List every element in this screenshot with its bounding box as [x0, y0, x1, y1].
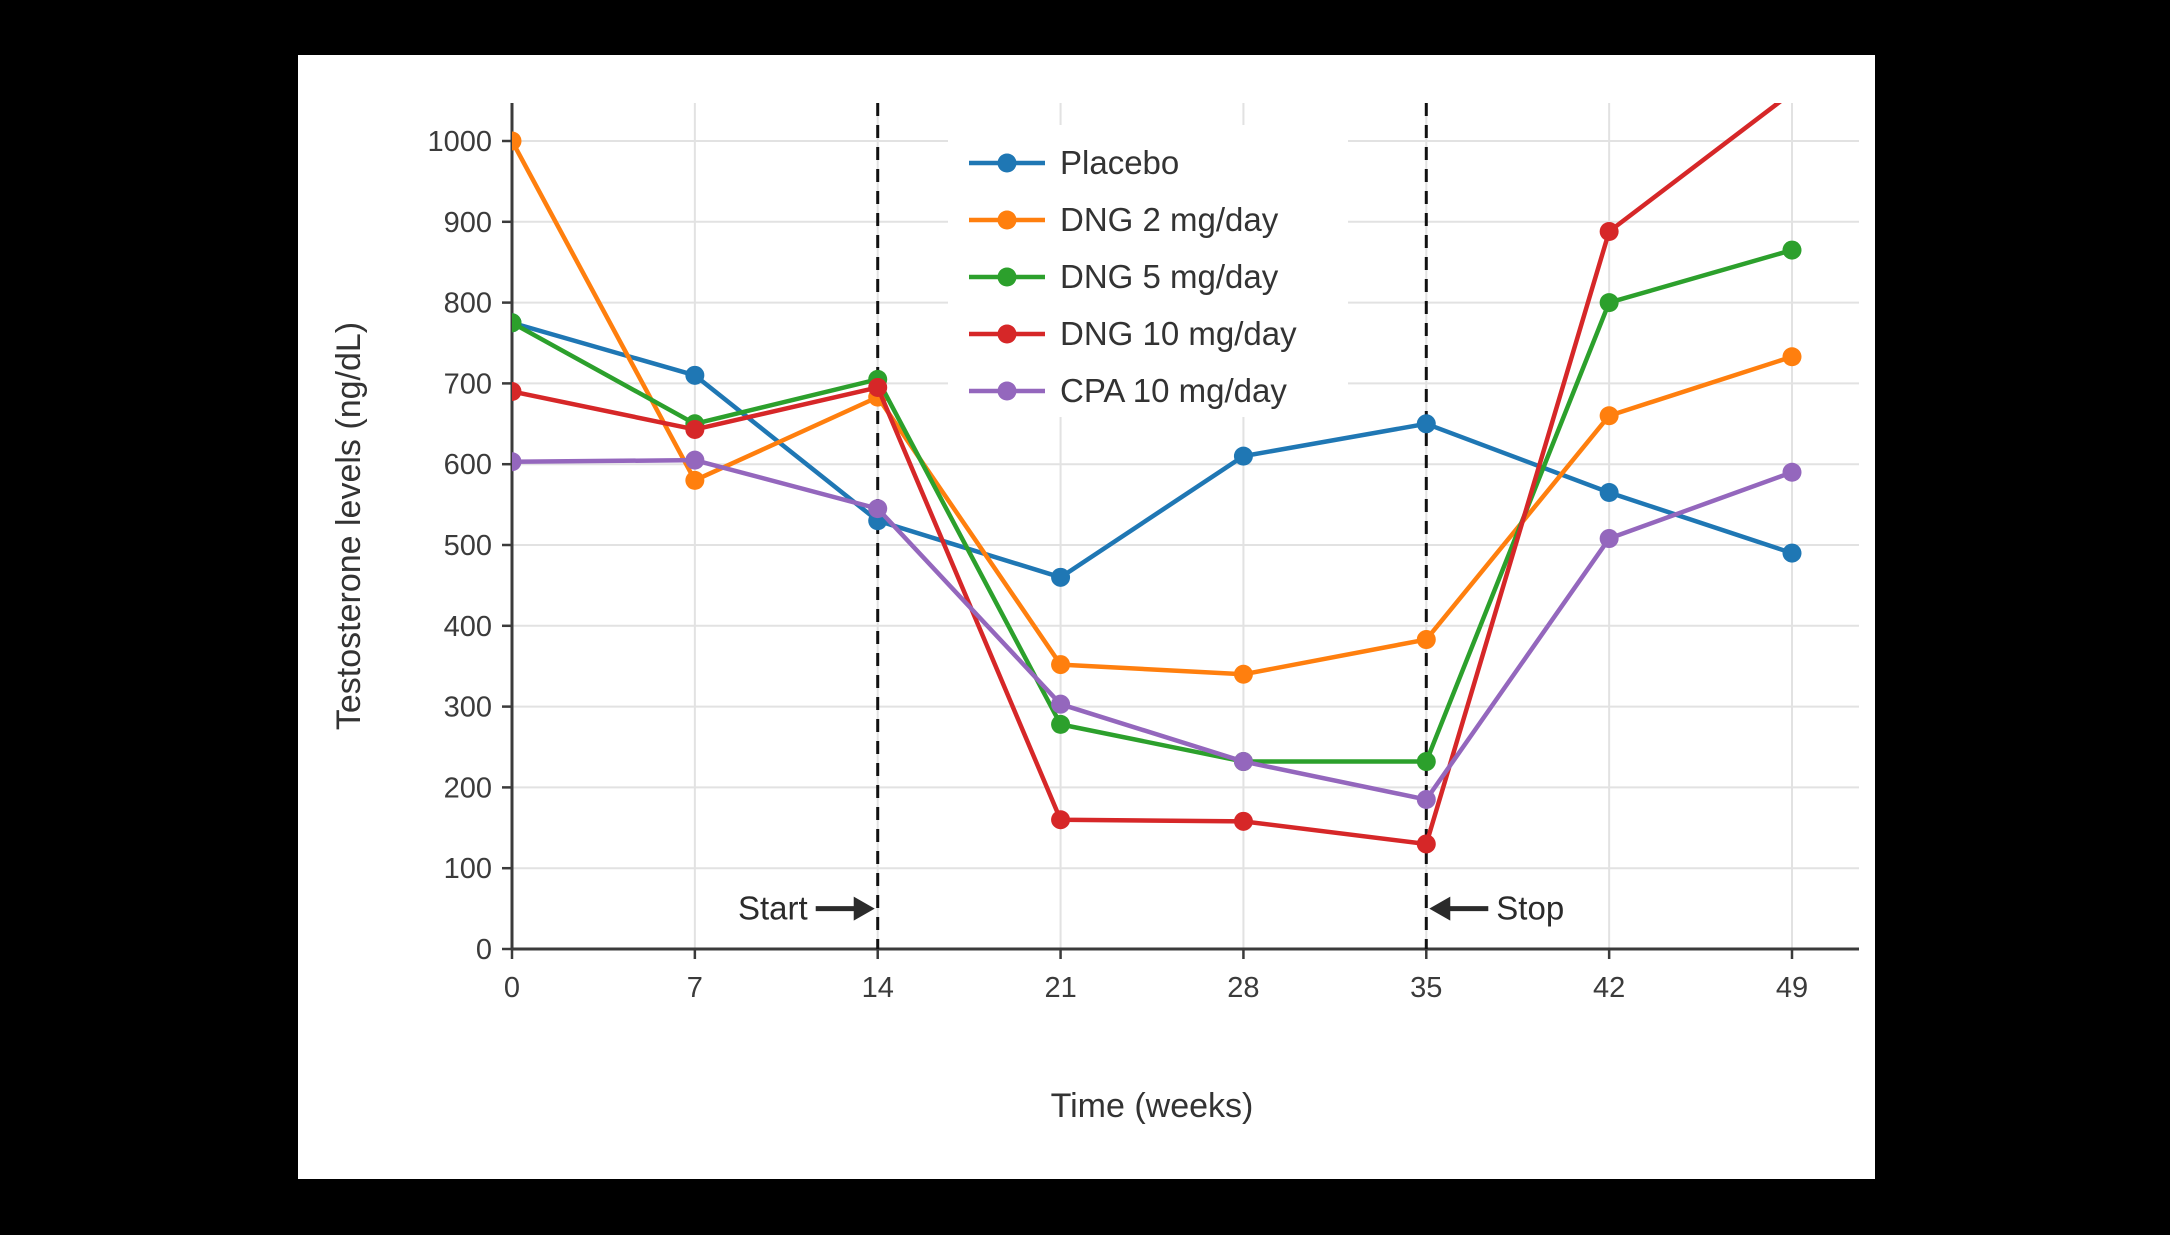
legend-item-dng-10-mg-day[interactable]: DNG 10 mg/day [969, 315, 1297, 352]
x-tick-label: 49 [1776, 972, 1808, 1004]
x-tick-label: 7 [687, 972, 703, 1004]
y-tick-label: 200 [444, 772, 492, 804]
data-point-dng-2-mg-day[interactable] [685, 470, 705, 490]
legend-item-cpa-10-mg-day[interactable]: CPA 10 mg/day [969, 372, 1287, 409]
data-point-dng-10-mg-day[interactable] [1783, 83, 1802, 102]
data-point-dng-5-mg-day[interactable] [503, 313, 522, 333]
legend-marker-icon [997, 324, 1017, 344]
y-tick-label: 300 [444, 692, 492, 724]
data-point-dng-2-mg-day[interactable] [503, 131, 522, 151]
left-arrow-icon [1429, 896, 1451, 921]
y-tick-label: 600 [444, 449, 492, 481]
data-point-placebo[interactable] [1599, 482, 1619, 502]
x-tick-label: 35 [1410, 972, 1442, 1004]
data-point-dng-10-mg-day[interactable] [685, 419, 705, 439]
y-axis-title: Testosterone levels (ng/dL) [330, 322, 368, 730]
chart-card: 0 7 14 21 28 35 42 49 0 100 200 300 400 500 600 700 800 9… [298, 55, 1875, 1179]
legend-marker-icon [997, 267, 1017, 287]
data-point-dng-2-mg-day[interactable] [1599, 406, 1619, 426]
x-tick-label: 28 [1227, 972, 1259, 1004]
data-point-dng-2-mg-day[interactable] [1416, 630, 1436, 650]
legend-marker-icon [997, 153, 1017, 173]
data-point-cpa-10-mg-day[interactable] [1599, 529, 1619, 549]
right-arrow-icon [853, 896, 875, 921]
data-point-cpa-10-mg-day[interactable] [1233, 752, 1253, 772]
legend-item-label: DNG 10 mg/day [1060, 315, 1297, 352]
data-point-dng-5-mg-day[interactable] [1416, 752, 1436, 772]
data-point-cpa-10-mg-day[interactable] [1051, 694, 1071, 714]
data-point-cpa-10-mg-day[interactable] [503, 452, 522, 472]
y-tick-label: 700 [444, 368, 492, 400]
y-tick-label: 100 [444, 853, 492, 885]
data-point-placebo[interactable] [685, 365, 705, 385]
x-tick-label: 21 [1044, 972, 1076, 1004]
x-axis-title: Time (weeks) [1051, 1087, 1254, 1125]
data-point-dng-10-mg-day[interactable] [868, 377, 888, 397]
legend-item-label: DNG 2 mg/day [1060, 201, 1279, 238]
x-tick-label: 42 [1593, 972, 1625, 1004]
legend-item-dng-5-mg-day[interactable]: DNG 5 mg/day [969, 258, 1279, 295]
y-tick-label: 0 [476, 934, 492, 966]
y-tick-label: 500 [444, 530, 492, 562]
y-tick-label: 400 [444, 611, 492, 643]
x-tick-label: 14 [862, 972, 894, 1004]
legend-item-label: DNG 5 mg/day [1060, 258, 1279, 295]
annotation-start-label: Start [738, 890, 808, 927]
data-point-dng-10-mg-day[interactable] [1051, 810, 1071, 830]
legend-background [948, 125, 1348, 417]
legend-marker-icon [997, 381, 1017, 401]
legend-item-label: CPA 10 mg/day [1060, 372, 1287, 409]
data-point-dng-10-mg-day[interactable] [1233, 811, 1253, 831]
data-point-placebo[interactable] [1416, 414, 1436, 434]
y-tick-label: 900 [444, 207, 492, 239]
x-tick-label: 0 [504, 972, 520, 1004]
legend-item-placebo[interactable]: Placebo [969, 144, 1179, 181]
testosterone-line-chart: 0 7 14 21 28 35 42 49 0 100 200 300 400 500 600 700 800 9… [330, 83, 1859, 1125]
legend-marker-icon [997, 210, 1017, 230]
data-point-dng-10-mg-day[interactable] [1599, 221, 1619, 241]
data-point-placebo[interactable] [1051, 567, 1071, 587]
annotation-stop-label: Stop [1496, 890, 1564, 927]
data-point-dng-10-mg-day[interactable] [503, 381, 522, 401]
data-point-dng-5-mg-day[interactable] [1051, 714, 1071, 734]
data-point-cpa-10-mg-day[interactable] [868, 499, 888, 519]
data-point-cpa-10-mg-day[interactable] [1782, 462, 1802, 482]
y-tick-label: 1000 [427, 126, 492, 158]
series-line-dng-10-mg-day[interactable] [512, 93, 1792, 847]
data-point-dng-2-mg-day[interactable] [1051, 655, 1071, 675]
data-point-dng-5-mg-day[interactable] [1782, 240, 1802, 260]
series-line-dng-5-mg-day[interactable] [512, 247, 1795, 764]
data-point-dng-2-mg-day[interactable] [1233, 664, 1253, 684]
data-point-cpa-10-mg-day[interactable] [1416, 790, 1436, 810]
legend-item-label: Placebo [1060, 144, 1179, 181]
data-point-cpa-10-mg-day[interactable] [685, 450, 705, 470]
data-point-dng-5-mg-day[interactable] [1599, 293, 1619, 313]
series-line-cpa-10-mg-day[interactable] [512, 457, 1795, 802]
data-point-placebo[interactable] [1233, 446, 1253, 466]
legend-item-dng-2-mg-day[interactable]: DNG 2 mg/day [969, 201, 1279, 238]
data-point-dng-2-mg-day[interactable] [1782, 347, 1802, 367]
y-tick-label: 800 [444, 288, 492, 320]
data-point-placebo[interactable] [1782, 543, 1802, 563]
series-line-placebo[interactable] [512, 320, 1795, 580]
data-point-dng-10-mg-day[interactable] [1416, 834, 1436, 854]
